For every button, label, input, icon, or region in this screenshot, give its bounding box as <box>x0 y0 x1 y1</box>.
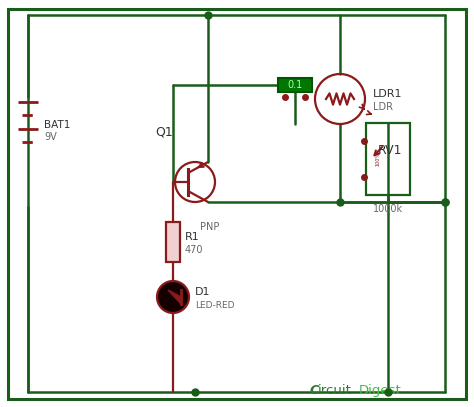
Text: LED-RED: LED-RED <box>195 300 235 309</box>
Bar <box>278 78 312 92</box>
Text: R1: R1 <box>185 232 200 242</box>
Text: RV1: RV1 <box>378 144 402 158</box>
Text: 1000k: 1000k <box>373 204 403 214</box>
Text: C: C <box>310 384 320 397</box>
Text: LDR: LDR <box>373 102 393 112</box>
Text: Q1: Q1 <box>155 125 173 138</box>
Circle shape <box>157 281 189 313</box>
Text: Digest: Digest <box>359 384 402 397</box>
Text: D1: D1 <box>195 287 210 297</box>
Bar <box>366 123 410 195</box>
Text: 9V: 9V <box>44 132 57 142</box>
Text: 470: 470 <box>185 245 203 255</box>
Text: PNP: PNP <box>200 222 219 232</box>
Text: BAT1: BAT1 <box>44 120 70 130</box>
Polygon shape <box>168 290 181 304</box>
Bar <box>166 222 180 262</box>
Text: 0.1: 0.1 <box>287 80 302 90</box>
Text: 100%: 100% <box>375 152 381 166</box>
Text: LDR1: LDR1 <box>373 89 402 99</box>
Text: ircuit: ircuit <box>318 384 352 397</box>
